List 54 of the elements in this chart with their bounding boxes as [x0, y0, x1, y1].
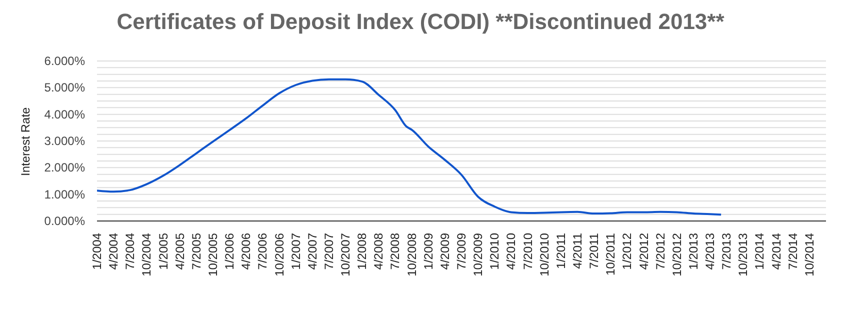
y-tick-label: 5.000%	[44, 80, 86, 95]
x-tick-label: 4/2013	[703, 232, 718, 270]
x-tick-label: 7/2005	[189, 232, 204, 270]
x-tick-label: 10/2005	[206, 232, 220, 276]
x-tick-label: 7/2004	[123, 232, 138, 270]
x-tick-label: 7/2007	[322, 232, 336, 270]
y-tick-label: 1.000%	[44, 187, 86, 202]
x-tick-label: 1/2004	[90, 232, 104, 270]
x-tick-label: 1/2005	[156, 232, 170, 270]
x-tick-label: 1/2009	[421, 232, 436, 270]
x-tick-label: 10/2009	[471, 232, 486, 276]
x-tick-label: 4/2007	[305, 232, 320, 270]
x-tick-label: 10/2007	[338, 232, 353, 276]
x-tick-label: 7/2010	[520, 232, 535, 270]
x-tick-label: 1/2014	[752, 232, 767, 270]
x-tick-label: 1/2011	[554, 232, 568, 269]
x-tick-label: 4/2006	[239, 232, 254, 270]
x-tick-label: 10/2011	[604, 232, 618, 276]
x-tick-label: 1/2013	[686, 232, 700, 270]
x-tick-label: 10/2006	[272, 232, 286, 276]
x-tick-label: 4/2009	[438, 232, 452, 270]
x-tick-label: 7/2012	[653, 232, 668, 270]
x-tick-label: 10/2008	[404, 232, 419, 276]
x-tick-label: 10/2013	[736, 232, 750, 276]
y-tick-label: 0.000%	[44, 214, 86, 228]
x-tick-label: 4/2012	[636, 232, 651, 270]
x-tick-label: 4/2005	[172, 232, 187, 270]
x-tick-label: 4/2011	[570, 232, 584, 269]
x-tick-label: 10/2004	[140, 232, 154, 276]
x-tick-label: 1/2008	[355, 232, 370, 270]
x-tick-label: 7/2014	[786, 232, 800, 270]
x-tick-label: 10/2014	[802, 232, 816, 276]
y-tick-label: 2.000%	[44, 160, 86, 175]
y-axis-title: Interest Rate	[18, 106, 32, 176]
x-tick-label: 4/2014	[769, 232, 784, 270]
x-tick-label: 7/2009	[454, 232, 468, 270]
chart-title: Certificates of Deposit Index (CODI) **Discontinued 2013**	[116, 8, 726, 36]
x-tick-label: 7/2008	[388, 232, 402, 270]
x-tick-label: 4/2004	[106, 232, 121, 270]
y-tick-label: 3.000%	[44, 134, 86, 148]
x-tick-label: 7/2013	[720, 232, 734, 270]
x-tick-label: 10/2010	[537, 232, 552, 276]
line-series	[97, 78, 722, 216]
x-tick-label: 1/2010	[488, 232, 502, 270]
x-tick-label: 1/2006	[222, 232, 237, 270]
y-tick-label: 6.000%	[44, 54, 86, 68]
x-tick-label: 10/2012	[670, 232, 684, 276]
x-tick-label: 4/2010	[504, 232, 518, 270]
x-tick-label: 4/2008	[372, 232, 386, 270]
x-tick-label: 1/2012	[620, 232, 634, 270]
x-tick-label: 7/2006	[256, 232, 270, 270]
x-tick-label: 7/2011	[587, 232, 602, 269]
x-tick-label: 1/2007	[288, 232, 303, 270]
y-tick-label: 4.000%	[44, 107, 86, 122]
